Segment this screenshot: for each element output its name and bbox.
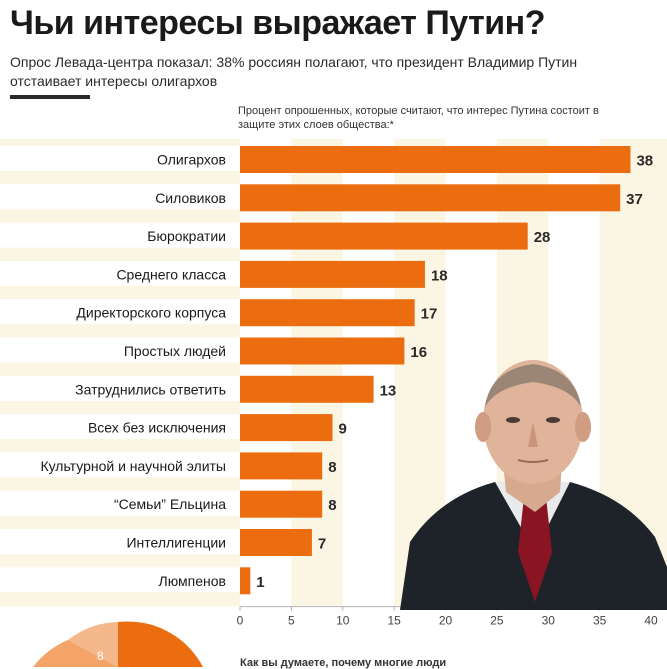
value-label: 13: [380, 382, 397, 399]
value-label: 28: [534, 229, 551, 246]
bar: [240, 184, 621, 212]
bar: [240, 222, 528, 250]
right-eye: [546, 417, 560, 423]
row-strip: [0, 337, 240, 363]
left-eye: [506, 417, 520, 423]
row-strip: [0, 146, 240, 171]
value-label: 17: [421, 306, 438, 323]
x-tick-label: 15: [387, 614, 401, 628]
x-tick-label: 20: [439, 614, 453, 628]
grid-band: [342, 139, 395, 607]
tie-shape: [518, 497, 552, 602]
x-axis: 0 5 10 15 20 25 30 35 40: [237, 606, 658, 628]
category-label: Простых людей: [124, 343, 226, 359]
x-tick-label: 5: [288, 614, 295, 628]
category-label: Культурной и научной элиты: [40, 458, 226, 474]
row-strip: [0, 184, 240, 210]
value-label: 8: [328, 459, 336, 476]
subtitle: Опрос Левада-центра показал: 38% россиян…: [10, 54, 578, 89]
value-label: 9: [338, 421, 346, 438]
row-strip: [0, 567, 240, 593]
category-label: Затруднились ответить: [75, 381, 226, 397]
x-tick-label: 25: [490, 614, 504, 628]
row-strip: [0, 375, 240, 401]
row-strip: [0, 414, 240, 440]
grid-band: [240, 139, 292, 607]
bars: Олигархов 38 Силовиков 37 Бюрократии 28 Средне…: [40, 146, 653, 595]
page-title: Чьи интересы выражает Путин?: [10, 4, 545, 42]
value-label: 7: [318, 536, 326, 553]
category-label: Интеллигенции: [126, 535, 226, 551]
bar: [240, 529, 312, 556]
category-label: Директорского корпуса: [76, 305, 226, 321]
row-strip: [0, 529, 240, 554]
category-label: “Семьи” Ельцина: [114, 496, 226, 512]
row-strip: [0, 222, 240, 248]
value-label: 37: [626, 191, 643, 208]
x-tick-label: 35: [593, 614, 607, 628]
x-tick-label: 40: [644, 614, 658, 628]
row-strip: [0, 299, 240, 325]
category-label: Люмпенов: [159, 573, 226, 589]
bar: [240, 146, 631, 173]
person-photo: [400, 360, 667, 610]
left-ear: [475, 412, 491, 442]
value-label: 1: [256, 574, 264, 591]
bar: [240, 414, 333, 442]
value-label: 18: [431, 267, 448, 284]
x-tick-label: 0: [237, 614, 244, 628]
right-ear: [575, 412, 591, 442]
pie-value-label: 8: [97, 649, 104, 663]
x-tick-label: 30: [542, 614, 556, 628]
category-label: Бюрократии: [147, 228, 226, 244]
bar: [240, 452, 323, 480]
category-label: Олигархов: [157, 152, 226, 168]
title-underline: [10, 95, 90, 99]
row-strip: [0, 452, 240, 478]
pie-slice-small: [33, 640, 118, 667]
bottom-question: Как вы думаете, почему многие люди: [240, 657, 447, 669]
category-label: Силовиков: [155, 190, 226, 206]
category-label: Всех без исключения: [88, 420, 226, 436]
chart-note: Процент опрошенных, которые считают, что…: [238, 105, 599, 131]
bar: [240, 375, 374, 403]
bar: [240, 299, 415, 327]
bar: [240, 260, 425, 288]
x-tick-label: 10: [336, 614, 350, 628]
value-label: 38: [636, 153, 653, 170]
bar: [240, 567, 251, 595]
bar: [240, 337, 405, 365]
mouth-shape: [517, 459, 549, 463]
row-strip: [0, 490, 240, 516]
value-label: 8: [328, 497, 336, 514]
category-label: Среднего класса: [116, 266, 226, 282]
bar: [240, 490, 323, 518]
nose-shape: [528, 422, 538, 447]
value-label: 16: [410, 344, 427, 361]
hair-shape: [485, 364, 581, 407]
row-strip: [0, 260, 240, 286]
